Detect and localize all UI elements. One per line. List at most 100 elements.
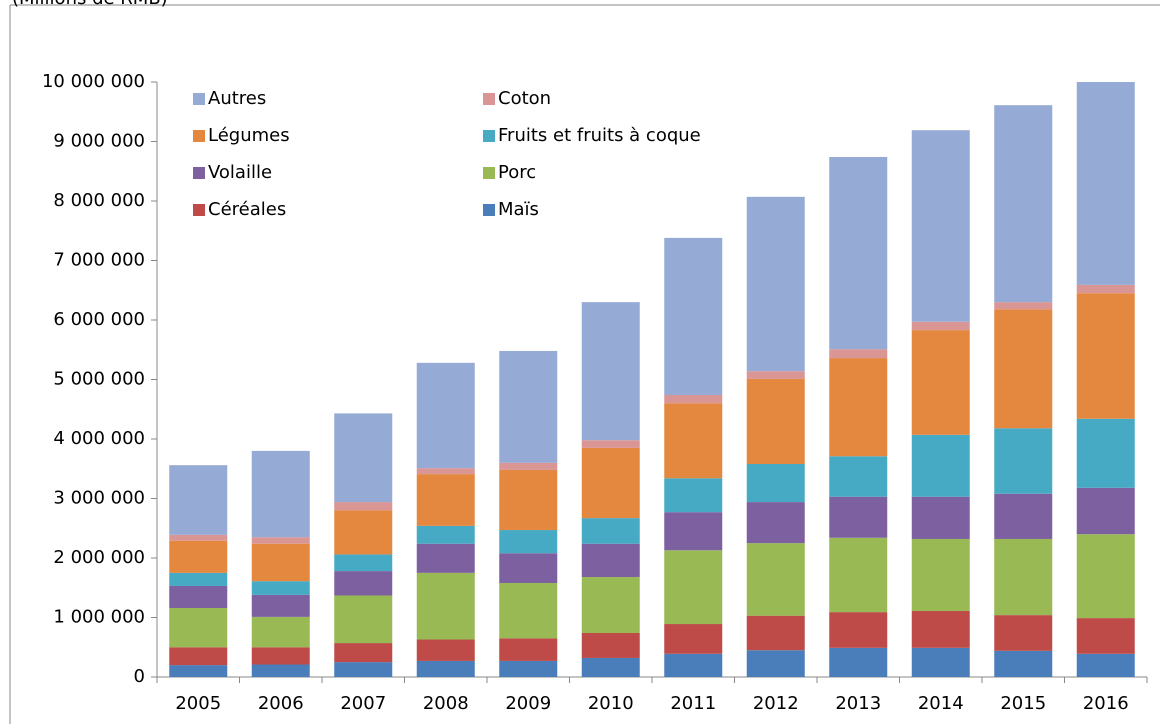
- bar-segment: [334, 662, 393, 677]
- bar-segment: [829, 496, 888, 538]
- bar-segment: [416, 572, 475, 640]
- bar-segment: [829, 537, 888, 613]
- bar-segment: [416, 468, 475, 475]
- bar-segment: [416, 362, 475, 469]
- bar-segment: [911, 330, 970, 435]
- legend-label: Volaille: [208, 162, 272, 183]
- bar-segment: [499, 469, 558, 531]
- legend-swatch: [483, 93, 495, 105]
- bar-segment: [251, 537, 310, 544]
- bar-segment: [169, 465, 228, 535]
- bar-segment: [664, 653, 723, 677]
- bar-segment: [499, 582, 558, 639]
- bar-segment: [169, 540, 228, 573]
- x-tick-label: 2006: [258, 693, 304, 714]
- bar-segment: [746, 463, 805, 503]
- x-tick-label: 2015: [1000, 693, 1046, 714]
- bar-segment: [1076, 293, 1135, 419]
- bar-segment: [416, 543, 475, 573]
- legend-label: Autres: [208, 88, 266, 109]
- bar-segment: [994, 428, 1053, 494]
- bar-segment: [499, 350, 558, 463]
- bar-segment: [499, 660, 558, 677]
- bar-segment: [911, 321, 970, 331]
- bar-segment: [1076, 82, 1135, 285]
- bar-segment: [251, 581, 310, 595]
- y-tick-label: 2 000 000: [53, 547, 145, 568]
- bar-segment: [499, 462, 558, 470]
- bar-segment: [251, 664, 310, 677]
- bar-segment: [829, 647, 888, 677]
- y-tick-label: 5 000 000: [53, 369, 145, 390]
- legend-label: Coton: [498, 88, 551, 109]
- y-tick-label: 9 000 000: [53, 131, 145, 152]
- bar-segment: [416, 474, 475, 526]
- bar-segment: [994, 615, 1053, 651]
- bar-segment: [664, 394, 723, 404]
- bar-segment: [416, 525, 475, 544]
- bar-segment: [911, 538, 970, 611]
- bar-segment: [251, 647, 310, 665]
- x-tick-label: 2012: [753, 693, 799, 714]
- y-tick-label: 10 000 000: [42, 71, 145, 92]
- bar-segment: [829, 456, 888, 497]
- bar-segment: [169, 607, 228, 648]
- bar-segment: [994, 650, 1053, 677]
- bar-segment: [746, 371, 805, 379]
- bar-segment: [994, 302, 1053, 310]
- bar-segment: [169, 647, 228, 666]
- bar-segment: [251, 450, 310, 538]
- legend-label: Céréales: [208, 199, 286, 220]
- bar-segment: [746, 615, 805, 651]
- bar-segment: [1076, 418, 1135, 488]
- y-tick-label: 0: [134, 666, 145, 687]
- y-tick-label: 6 000 000: [53, 309, 145, 330]
- bar-segment: [251, 594, 310, 617]
- bar-segment: [1076, 618, 1135, 654]
- legend-label: Maïs: [498, 199, 539, 220]
- bar-segment: [581, 577, 640, 633]
- bar-segment: [664, 550, 723, 625]
- bar-segment: [994, 105, 1053, 303]
- chart-subtitle: (Millions de RMB): [12, 0, 168, 9]
- bar-segment: [829, 156, 888, 350]
- legend-label: Porc: [498, 162, 536, 183]
- bar-segment: [581, 632, 640, 658]
- y-tick-label: 1 000 000: [53, 607, 145, 628]
- bar-segment: [664, 624, 723, 654]
- bar-segment: [334, 413, 393, 503]
- bar-segment: [251, 616, 310, 648]
- bar-segment: [911, 130, 970, 322]
- bar-segment: [746, 650, 805, 677]
- bar-segment: [664, 478, 723, 513]
- bar-segment: [994, 309, 1053, 429]
- legend-swatch: [193, 93, 205, 105]
- bar-segment: [1076, 487, 1135, 535]
- x-tick-label: 2005: [175, 693, 221, 714]
- bar-segment: [664, 512, 723, 551]
- legend-label: Fruits et fruits à coque: [498, 125, 701, 146]
- legend-swatch: [193, 130, 205, 142]
- bar-segment: [581, 543, 640, 578]
- bar-segment: [416, 660, 475, 677]
- bar-segment: [334, 643, 393, 663]
- bar-segment: [1076, 653, 1135, 677]
- bar-segment: [994, 493, 1053, 539]
- x-tick-label: 2014: [918, 693, 964, 714]
- x-tick-label: 2007: [340, 693, 386, 714]
- bar-segment: [746, 502, 805, 544]
- bar-segment: [994, 538, 1053, 616]
- y-tick-label: 7 000 000: [53, 250, 145, 271]
- bar-segment: [911, 496, 970, 539]
- bar-segment: [169, 585, 228, 608]
- bar-segment: [911, 647, 970, 677]
- bar-segment: [334, 595, 393, 644]
- legend-swatch: [193, 167, 205, 179]
- bar-segment: [334, 510, 393, 555]
- legend-swatch: [193, 204, 205, 216]
- bar-segment: [911, 610, 970, 648]
- bar-segment: [829, 349, 888, 359]
- bar-segment: [581, 447, 640, 519]
- bar-segment: [664, 403, 723, 479]
